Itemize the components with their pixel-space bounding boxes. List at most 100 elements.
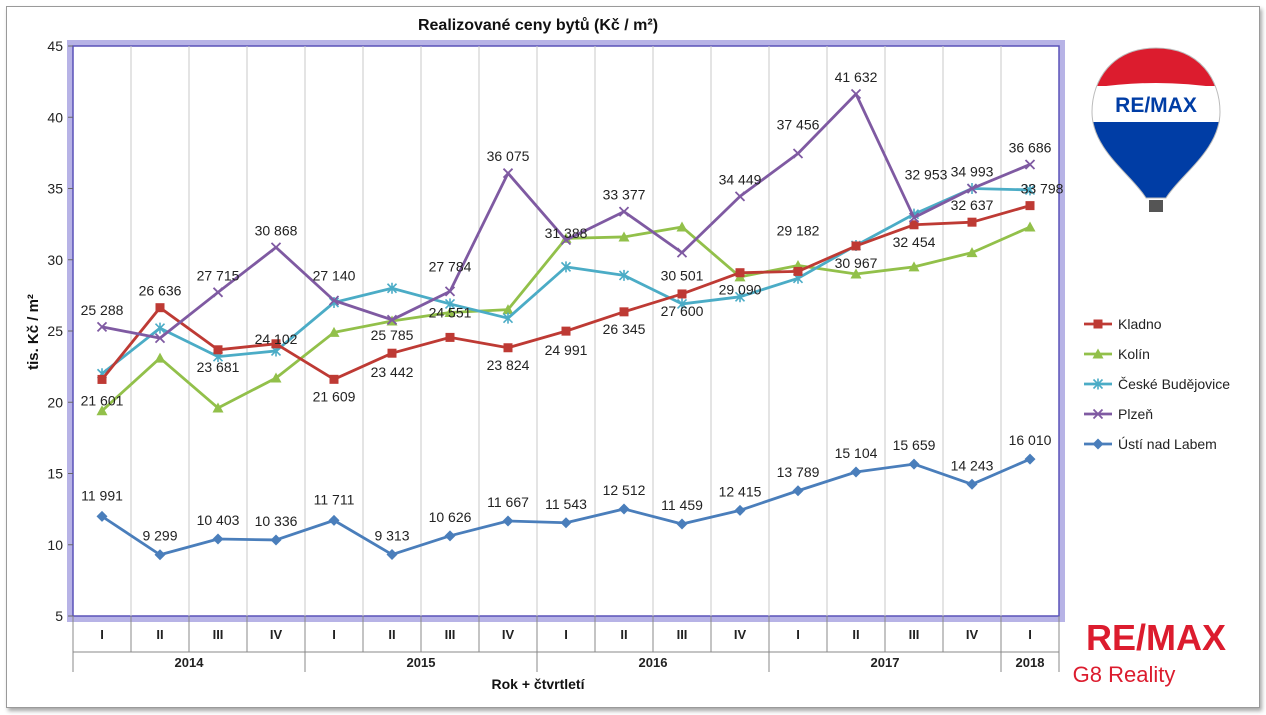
year-label: 2016 [639,655,668,670]
data-point [1092,408,1104,420]
data-label: 27 784 [429,258,472,274]
data-label: 23 824 [487,357,530,373]
data-label: 16 010 [1009,432,1052,448]
data-point [909,220,919,230]
data-point [908,261,920,272]
x-tick-label: II [852,627,859,642]
data-point [212,402,224,413]
y-axis-label: tis. Kč / m² [25,294,42,370]
data-point [560,234,572,246]
legend-item: Kolín [1084,346,1150,362]
data-label: 30 868 [255,222,298,238]
year-label: 2015 [407,655,436,670]
data-point [97,374,107,384]
x-tick-label: I [564,627,568,642]
x-tick-label: III [677,627,688,642]
data-label: 24 991 [545,342,588,358]
data-label: 11 459 [661,497,703,513]
data-label: 15 104 [835,445,878,461]
data-point [792,485,804,497]
data-point [734,504,746,516]
data-point [270,242,282,253]
data-point [213,345,223,355]
data-point [154,352,166,363]
data-label: 27 600 [661,303,704,319]
g8-reality-text: G8 Reality [1073,662,1176,687]
data-point [444,286,456,297]
legend-label: Plzeň [1118,406,1153,422]
data-label: 29 182 [777,222,820,238]
data-point [850,88,862,100]
data-point [328,326,340,337]
data-point [502,515,514,527]
data-label: 25 288 [81,302,124,318]
y-tick-label: 5 [55,608,63,624]
data-point [155,303,165,313]
x-tick-label: II [620,627,627,642]
data-point [792,148,804,159]
data-point [851,241,861,251]
data-point [676,247,688,258]
chart-title: Realizované ceny bytů (Kč / m²) [418,17,658,34]
legend-label: České Budějovice [1118,376,1230,392]
year-label: 2014 [175,655,205,670]
data-point [444,306,456,317]
data-point [212,533,224,545]
data-label: 32 454 [893,234,936,250]
x-tick-label: II [156,627,163,642]
legend-item: Ústí nad Labem [1084,436,1217,452]
data-label: 10 336 [255,513,298,529]
data-point [502,304,514,315]
y-tick-label: 30 [47,252,63,268]
data-label: 11 543 [545,496,587,512]
data-point [735,268,745,278]
data-point [502,168,514,179]
data-point [677,289,687,299]
x-tick-label: I [1028,627,1032,642]
data-point [96,321,108,333]
data-label: 12 512 [603,482,646,498]
data-label: 11 991 [81,487,123,503]
data-point [154,332,166,344]
data-point [1024,159,1036,170]
data-label: 23 681 [197,359,240,375]
data-label: 34 993 [951,164,994,180]
year-label: 2018 [1016,655,1045,670]
series-0 [97,201,1035,384]
data-point [1092,438,1104,450]
data-point [561,326,571,336]
legend-item: České Budějovice [1084,376,1230,392]
data-point [329,374,339,384]
data-point [676,221,688,232]
data-point [908,212,920,223]
balloon-logo-text: RE/MAX [1115,94,1197,117]
data-label: 11 667 [487,494,529,510]
x-axis-label: Rok + čtvrtletí [492,676,586,692]
data-point [96,510,108,522]
y-tick-label: 15 [47,466,63,482]
y-tick-label: 35 [47,181,63,197]
data-label: 32 637 [951,197,994,213]
data-label: 25 785 [371,327,414,343]
data-point [445,332,455,342]
legend-item: Kladno [1084,316,1162,332]
data-label: 26 636 [139,283,182,299]
series-3 [96,88,1036,344]
data-point [734,191,746,202]
x-tick-label: III [213,627,224,642]
y-tick-label: 25 [47,323,63,339]
y-tick-label: 10 [47,537,63,553]
data-point [1093,319,1103,329]
data-point [1092,348,1104,359]
data-label: 30 501 [661,268,704,284]
data-point [676,298,688,310]
legend: Kladno Kolín České Budějovice Plzeň Ústí nad… [1084,316,1230,452]
y-tick-label: 45 [47,38,63,54]
data-label: 12 415 [719,483,762,499]
data-label: 32 953 [905,167,948,183]
legend-item: Plzeň [1084,406,1153,422]
year-label: 2017 [871,655,900,670]
data-label: 21 601 [81,392,124,408]
x-tick-label: I [100,627,104,642]
